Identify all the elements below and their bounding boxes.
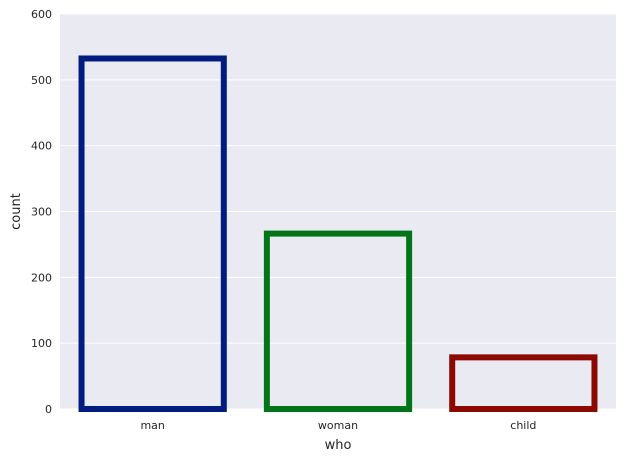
y-tick-label: 100: [31, 337, 52, 350]
bar-child: [449, 354, 598, 413]
y-tick-label: 0: [45, 403, 52, 416]
bars: [78, 55, 598, 413]
y-axis-label: count: [9, 193, 24, 230]
y-tick-label: 500: [31, 74, 52, 87]
y-tick-label: 400: [31, 140, 52, 153]
y-tick-label: 300: [31, 206, 52, 219]
y-tick-labels: 0 100 200 300 400 500 600: [31, 8, 52, 416]
y-tick-label: 600: [31, 8, 52, 21]
y-tick-label: 200: [31, 271, 52, 284]
x-tick-label-child: child: [510, 419, 536, 432]
x-tick-labels: man woman child: [140, 419, 536, 432]
bar-man: [78, 55, 227, 412]
x-tick-label-man: man: [140, 419, 164, 432]
x-axis-label: who: [325, 438, 352, 453]
bar-woman: [263, 230, 413, 412]
x-tick-label-woman: woman: [318, 419, 358, 432]
